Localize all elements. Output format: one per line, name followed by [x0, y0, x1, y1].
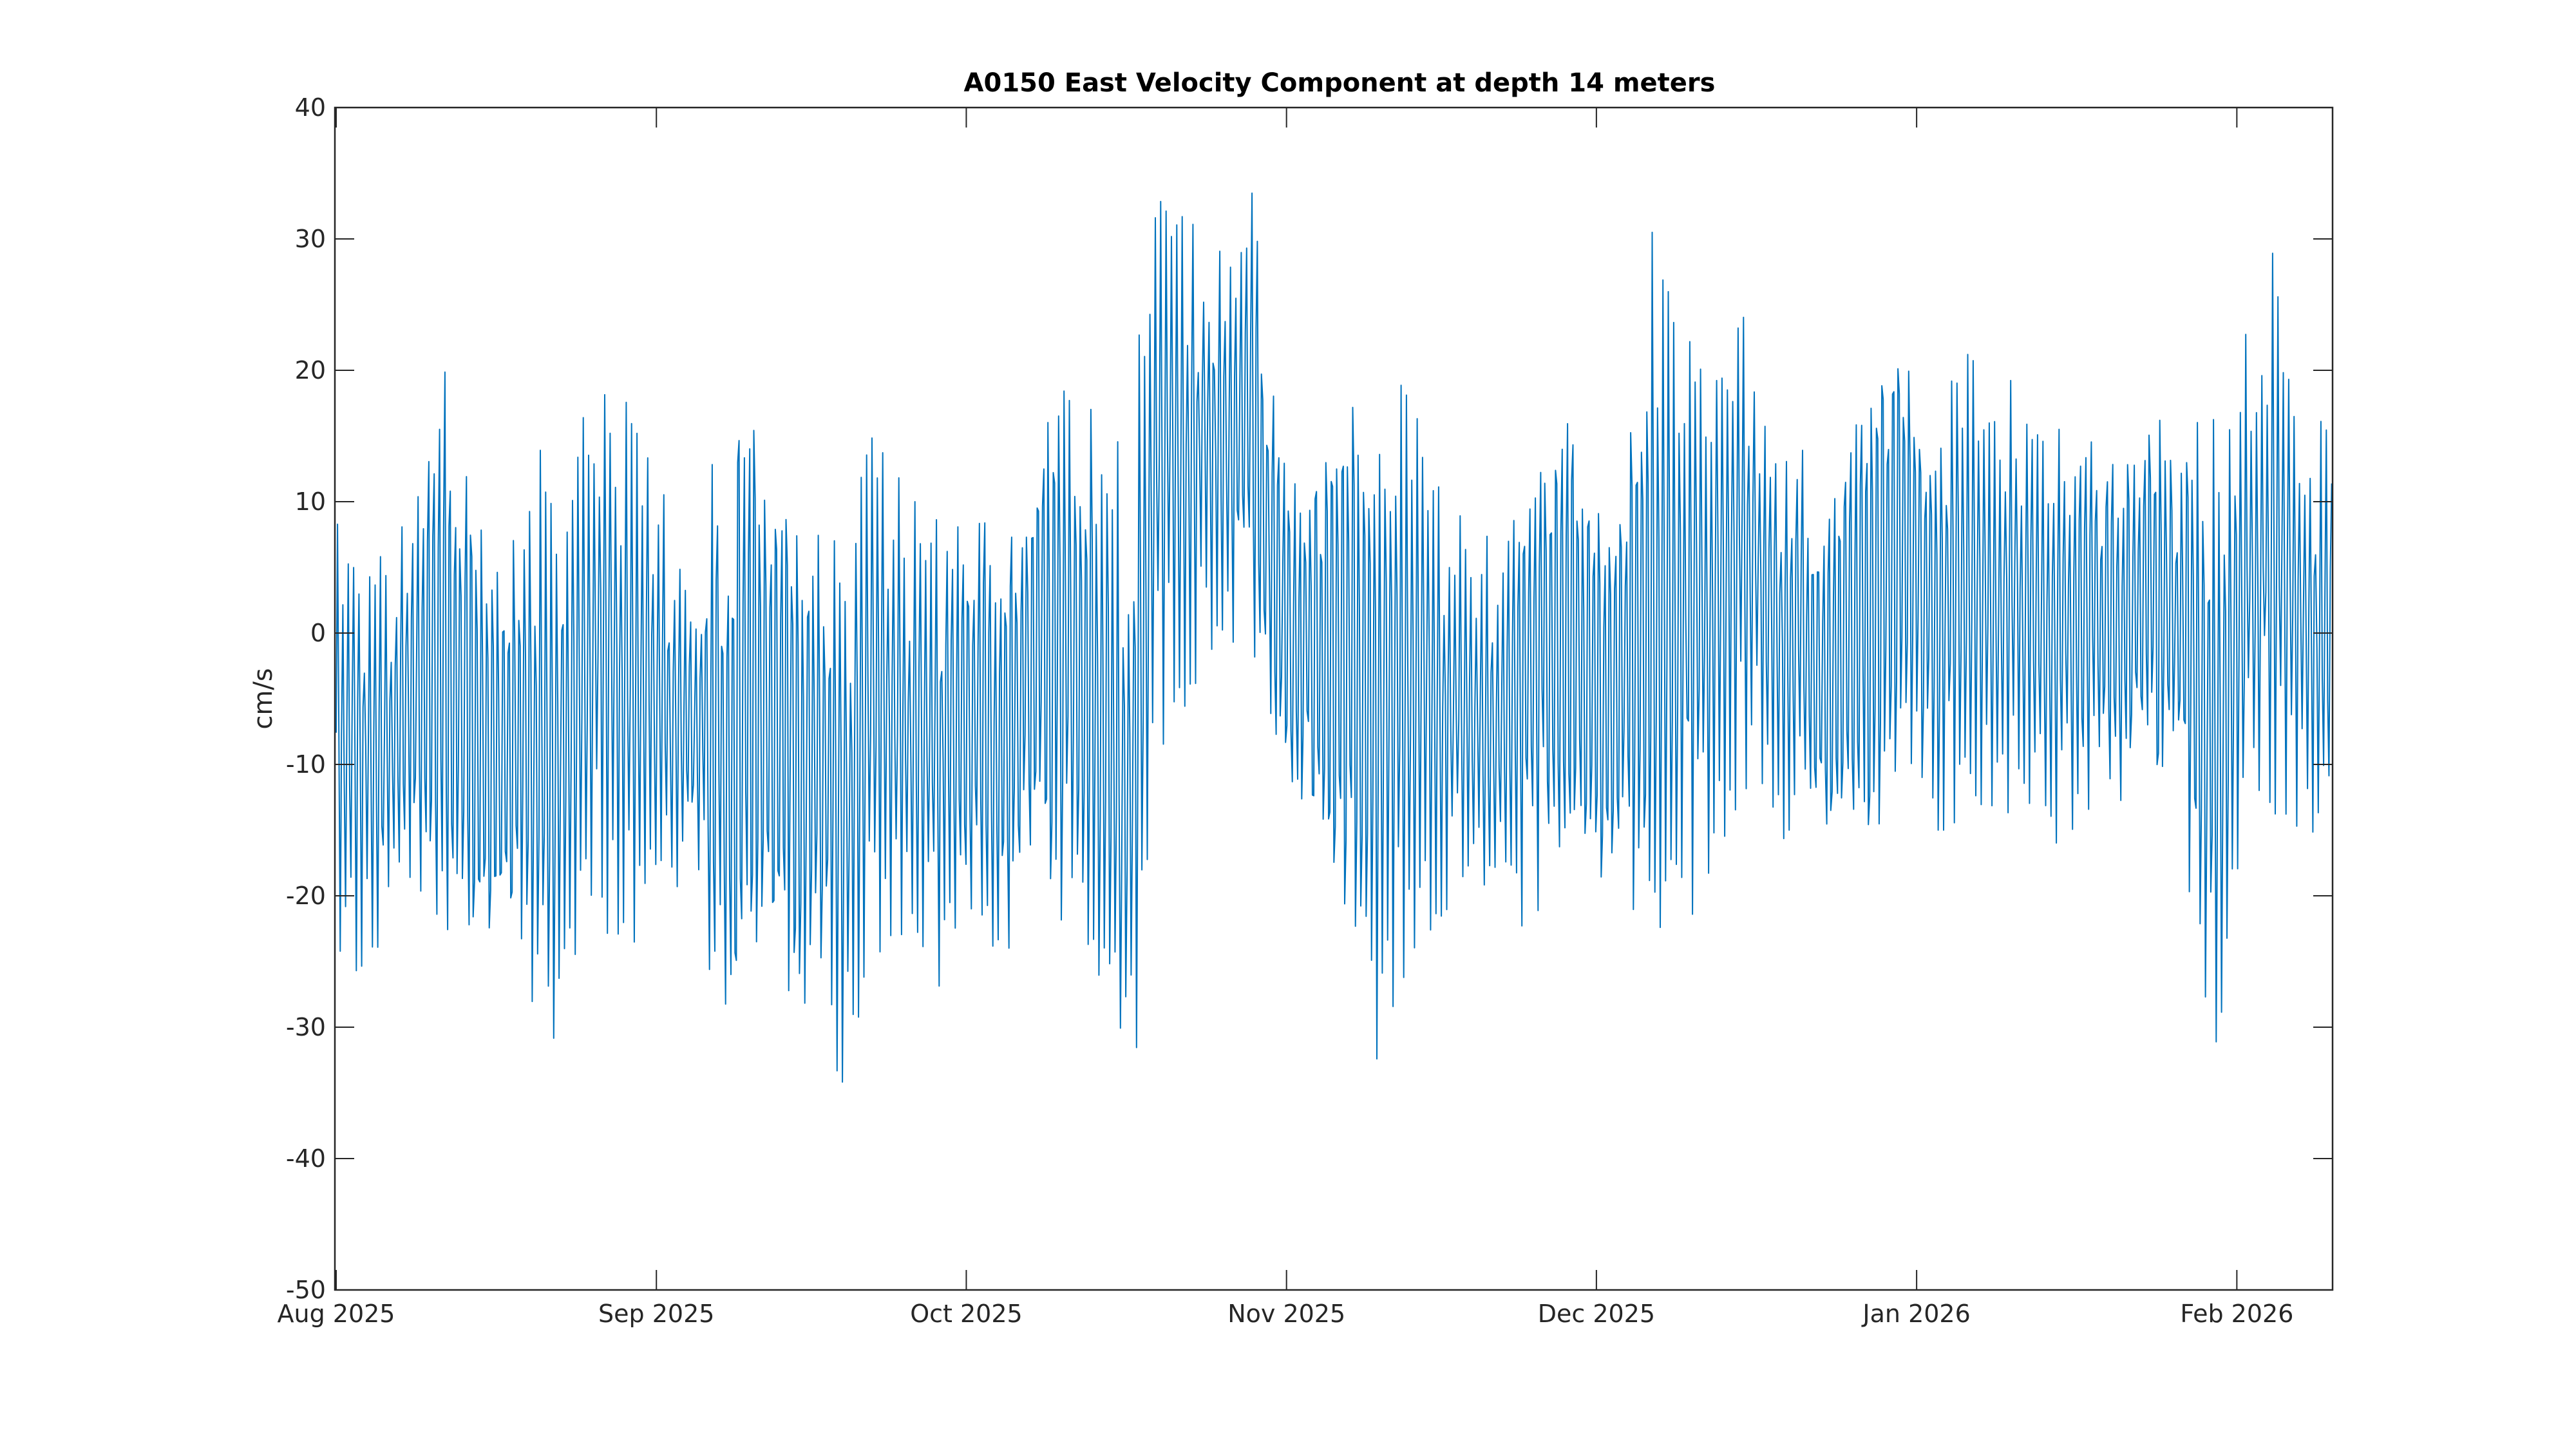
y-axis-label: cm/s — [249, 668, 278, 729]
x-tick-label: Aug 2025 — [278, 1300, 395, 1328]
plot-area-frame — [334, 106, 2334, 1291]
x-axis: Aug 2025 Sep 2025 Oct 2025 Nov 2025 Dec 2025… — [278, 108, 2293, 1328]
x-tick-label: Sep 2025 — [598, 1300, 714, 1328]
y-tick-label: 0 — [310, 619, 326, 647]
y-tick-label: 30 — [295, 225, 326, 253]
x-tick-label: Feb 2026 — [2180, 1300, 2293, 1328]
y-tick-label: -10 — [286, 750, 326, 779]
y-tick-label: 40 — [295, 93, 326, 122]
x-tick-label: Dec 2025 — [1538, 1300, 1655, 1328]
series-line-east-velocity — [336, 192, 2333, 1083]
x-tick-label: Nov 2025 — [1227, 1300, 1345, 1328]
y-axis: 40 30 20 10 0 -10 -20 -30 -40 -50 — [286, 93, 2333, 1304]
y-tick-label: -50 — [286, 1276, 326, 1304]
chart-title: A0150 East Velocity Component at depth 1… — [964, 68, 1716, 98]
x-tick-label: Jan 2026 — [1861, 1300, 1970, 1328]
x-tick-label: Oct 2025 — [910, 1300, 1023, 1328]
y-tick-label: -40 — [286, 1144, 326, 1173]
series-group — [336, 192, 2333, 1083]
y-tick-label: 10 — [295, 488, 326, 516]
y-tick-label: -30 — [286, 1013, 326, 1041]
y-tick-label: 20 — [295, 356, 326, 384]
y-tick-label: -20 — [286, 882, 326, 910]
